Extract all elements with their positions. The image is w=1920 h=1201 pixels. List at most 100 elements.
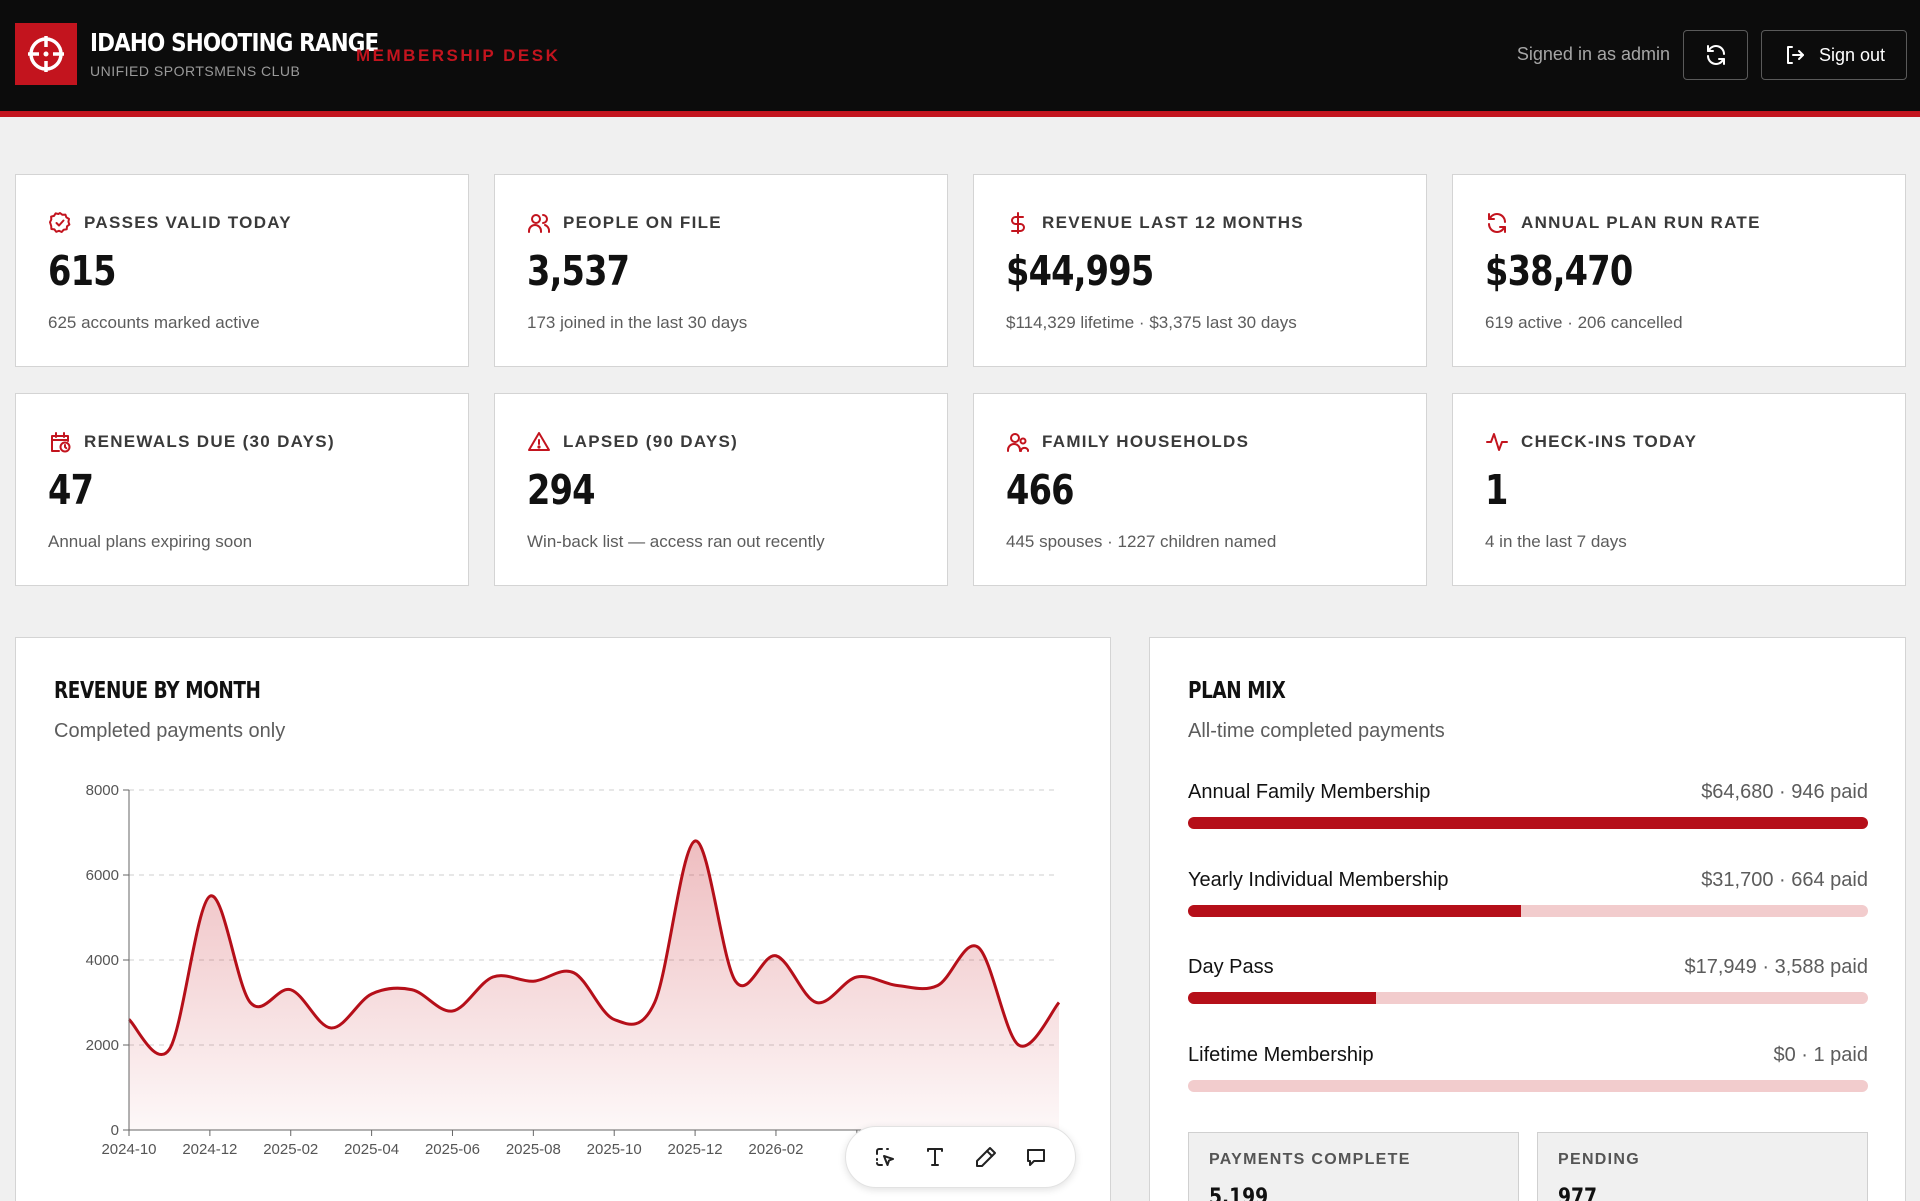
- stat-value: 1: [1485, 466, 1508, 514]
- stat-value: 615: [48, 247, 117, 295]
- x-tick-label: 2025-04: [344, 1141, 399, 1158]
- family-icon: [1007, 433, 1029, 452]
- stat-card-people-on-file: PEOPLE ON FILE 3,537 173 joined in the l…: [494, 174, 948, 367]
- y-tick-label: 0: [111, 1122, 119, 1139]
- stat-subtext: $114,329 lifetime · $3,375 last 30 days: [1006, 313, 1297, 332]
- text-tool[interactable]: [917, 1139, 953, 1175]
- plan-amount: $0 · 1 paid: [1773, 1044, 1868, 1066]
- activity-icon: [1486, 433, 1508, 451]
- plan-amount: $17,949 · 3,588 paid: [1684, 956, 1869, 978]
- pen-icon: [975, 1147, 996, 1167]
- plan-share-track: [1188, 1080, 1868, 1092]
- top-bar: IDAHO SHOOTING RANGE UNIFIED SPORTSMENS …: [0, 0, 1920, 117]
- stat-label: FAMILY HOUSEHOLDS: [1042, 432, 1250, 451]
- stat-label: PEOPLE ON FILE: [563, 213, 722, 232]
- revenue-panel: REVENUE BY MONTH Completed payments only…: [15, 637, 1111, 1201]
- panel-title: PLAN MIX: [1188, 678, 1286, 704]
- payments-complete-box: PAYMENTS COMPLETE 5,199: [1188, 1132, 1519, 1201]
- stat-card-family-households: FAMILY HOUSEHOLDS 466 445 spouses · 1227…: [973, 393, 1427, 586]
- stat-label: RENEWALS DUE (30 DAYS): [84, 432, 335, 451]
- y-tick-label: 6000: [86, 867, 119, 884]
- x-tick-label: 2024-10: [101, 1141, 156, 1158]
- select-area-icon: [876, 1148, 895, 1166]
- text-icon: [927, 1148, 944, 1166]
- sign-out-button[interactable]: Sign out: [1761, 30, 1907, 80]
- warning-icon: [528, 432, 550, 451]
- stat-value: $38,470: [1485, 247, 1633, 295]
- pending-value: 977: [1558, 1185, 1598, 1201]
- panel-subtitle: All-time completed payments: [1188, 720, 1445, 742]
- annotation-toolbar: [845, 1126, 1076, 1188]
- payments-complete-label: PAYMENTS COMPLETE: [1209, 1151, 1411, 1168]
- plan-name: Day Pass: [1188, 956, 1274, 978]
- stat-card-annual-run-rate: ANNUAL PLAN RUN RATE $38,470 619 active …: [1452, 174, 1906, 367]
- plan-share-track: [1188, 905, 1868, 917]
- pen-tool[interactable]: [968, 1139, 1004, 1175]
- stat-label: CHECK-INS TODAY: [1521, 432, 1698, 451]
- plan-amount: $31,700 · 664 paid: [1701, 869, 1868, 891]
- stat-card-revenue-12m: REVENUE LAST 12 MONTHS $44,995 $114,329 …: [973, 174, 1427, 367]
- refresh-icon: [1706, 45, 1725, 65]
- stat-subtext: 619 active · 206 cancelled: [1485, 313, 1683, 332]
- stat-label: ANNUAL PLAN RUN RATE: [1521, 213, 1761, 232]
- stat-value: 47: [48, 466, 94, 514]
- revenue-area: [129, 840, 1059, 1130]
- brand-subtitle: UNIFIED SPORTSMENS CLUB: [90, 63, 301, 79]
- check-badge-icon: [49, 212, 71, 233]
- stat-value: 3,537: [527, 247, 630, 295]
- select-area-tool[interactable]: [867, 1139, 903, 1175]
- stat-card-passes-valid: PASSES VALID TODAY 615 625 accounts mark…: [15, 174, 469, 367]
- plan-name: Lifetime Membership: [1188, 1044, 1374, 1066]
- refresh-icon: [1488, 213, 1506, 233]
- x-tick-label: 2025-02: [263, 1141, 318, 1158]
- dollar-icon: [1011, 212, 1025, 234]
- plan-share-track: [1188, 817, 1868, 829]
- x-tick-label: 2025-12: [668, 1141, 723, 1158]
- stat-value: $44,995: [1006, 247, 1154, 295]
- stat-subtext: Win-back list — access ran out recently: [527, 532, 825, 551]
- plan-name: Annual Family Membership: [1188, 781, 1431, 803]
- revenue-line: [127, 839, 1061, 1056]
- section-title: MEMBERSHIP DESK: [356, 46, 561, 65]
- stat-card-check-ins: CHECK-INS TODAY 1 4 in the last 7 days: [1452, 393, 1906, 586]
- stat-subtext: Annual plans expiring soon: [48, 532, 253, 551]
- y-tick-label: 8000: [86, 782, 119, 799]
- brand-title: IDAHO SHOOTING RANGE: [90, 28, 379, 57]
- stat-subtext: 625 accounts marked active: [48, 313, 260, 332]
- sign-out-label: Sign out: [1818, 44, 1886, 65]
- pending-box: PENDING 977: [1537, 1132, 1868, 1201]
- plan-share-track: [1188, 992, 1868, 1004]
- stat-subtext: 4 in the last 7 days: [1485, 532, 1627, 551]
- stat-value: 294: [527, 466, 596, 514]
- plan-amount: $64,680 · 946 paid: [1701, 781, 1868, 803]
- stat-label: LAPSED (90 DAYS): [563, 432, 739, 451]
- pending-label: PENDING: [1558, 1151, 1640, 1168]
- stat-card-lapsed: LAPSED (90 DAYS) 294 Win-back list — acc…: [494, 393, 948, 586]
- y-tick-label: 4000: [86, 952, 119, 969]
- revenue-chart: 0 2000 4000 6000 8000 2024-10 2024-12 2025-02 20…: [86, 782, 1061, 1158]
- people-icon: [528, 214, 550, 233]
- x-tick-label: 2025-08: [506, 1141, 561, 1158]
- payments-complete-value: 5,199: [1209, 1185, 1269, 1201]
- refresh-button[interactable]: [1683, 30, 1748, 80]
- comment-icon: [1026, 1149, 1045, 1166]
- panel-subtitle: Completed payments only: [54, 720, 286, 742]
- stat-subtext: 173 joined in the last 30 days: [527, 313, 748, 332]
- stat-label: REVENUE LAST 12 MONTHS: [1042, 213, 1304, 232]
- x-tick-label: 2025-10: [587, 1141, 642, 1158]
- sign-out-icon: [1786, 46, 1804, 64]
- plan-share-bar: [1188, 817, 1868, 829]
- stat-value: 466: [1006, 466, 1075, 514]
- signed-in-text: Signed in as admin: [1516, 44, 1670, 64]
- plan-share-bar: [1188, 905, 1522, 917]
- x-tick-label: 2024-12: [182, 1141, 237, 1158]
- y-tick-label: 2000: [86, 1037, 119, 1054]
- stat-label: PASSES VALID TODAY: [84, 213, 292, 232]
- stat-card-renewals-due: RENEWALS DUE (30 DAYS) 47 Annual plans e…: [15, 393, 469, 586]
- plan-share-bar: [1188, 992, 1377, 1004]
- plan-mix-panel: PLAN MIX All-time completed payments Ann…: [1149, 637, 1906, 1201]
- comment-tool[interactable]: [1018, 1139, 1054, 1175]
- panel-title: REVENUE BY MONTH: [54, 678, 261, 704]
- crosshair-logo-icon: [15, 23, 77, 85]
- stat-subtext: 445 spouses · 1227 children named: [1006, 532, 1277, 551]
